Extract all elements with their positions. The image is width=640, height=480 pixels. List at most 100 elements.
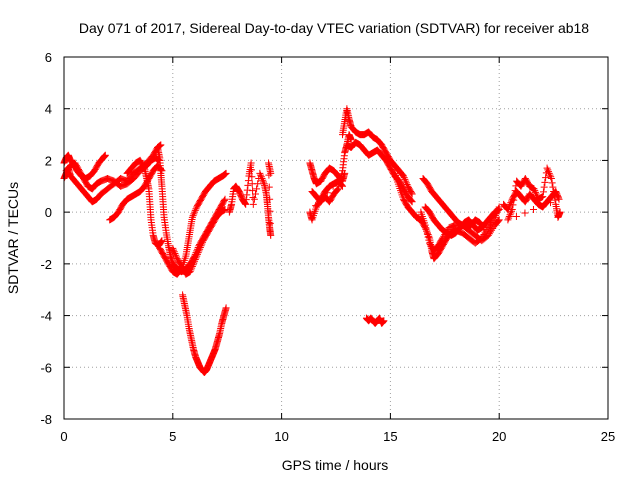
data-point-t	[510, 191, 518, 199]
data-point-t	[547, 175, 555, 183]
data-point-t	[542, 174, 550, 182]
data-point-h	[171, 250, 179, 258]
x-tick-labels: 0 5 10 15 20 25	[60, 429, 615, 444]
data-point-l	[333, 186, 341, 194]
data-point-h	[188, 262, 196, 270]
data-point-e	[158, 237, 166, 245]
data-point-j	[257, 173, 265, 181]
data-point-h	[170, 246, 178, 254]
y-tick-label: 2	[45, 153, 52, 168]
data-points	[60, 105, 564, 376]
x-tick-label: 10	[274, 429, 288, 444]
data-point-t	[541, 178, 549, 186]
data-point-h	[190, 259, 198, 267]
data-point-h	[198, 240, 206, 248]
data-point-j	[267, 169, 275, 177]
data-point-t	[549, 183, 557, 191]
data-point-e	[140, 163, 148, 171]
data-point-g	[222, 169, 230, 177]
data-point-q	[421, 221, 429, 229]
data-point-s	[380, 317, 388, 325]
x-tick-label: 0	[60, 429, 67, 444]
data-point-t	[539, 193, 547, 201]
data-point-j	[241, 199, 249, 207]
data-point-t	[521, 209, 529, 217]
data-point-q	[494, 218, 502, 226]
data-point-t	[551, 196, 559, 204]
data-point-j	[253, 185, 261, 193]
data-point-j	[249, 200, 257, 208]
data-point-j	[250, 195, 258, 203]
data-point-t	[550, 192, 558, 200]
data-point-t	[507, 209, 515, 217]
data-point-t	[548, 179, 556, 187]
data-point-j	[241, 200, 249, 208]
x-axis-label: GPS time / hours	[282, 457, 389, 473]
data-point-j	[234, 186, 242, 194]
data-point-t	[547, 199, 555, 207]
y-tick-label: -2	[40, 257, 52, 272]
data-point-j	[265, 171, 273, 179]
x-tick-label: 20	[492, 429, 506, 444]
data-point-t	[505, 204, 513, 212]
data-point-j	[266, 195, 274, 203]
data-point-t	[539, 188, 547, 196]
data-point-t	[555, 195, 563, 203]
data-point-q	[495, 216, 503, 224]
y-tick-label: 0	[45, 205, 52, 220]
data-point-j	[267, 231, 275, 239]
data-point-m	[401, 175, 409, 183]
data-point-h	[189, 261, 197, 269]
data-point-h	[191, 257, 199, 265]
data-point-h	[191, 256, 199, 264]
data-point-m	[402, 177, 410, 185]
data-point-m	[399, 172, 407, 180]
data-point-n	[407, 196, 415, 204]
data-point-h	[186, 268, 194, 276]
data-point-l	[336, 176, 344, 184]
data-point-h	[193, 252, 201, 260]
data-point-h	[196, 245, 204, 253]
x-tick-label: 15	[383, 429, 397, 444]
data-point-j	[243, 191, 251, 199]
data-point-n	[407, 197, 415, 205]
data-point-p	[495, 206, 503, 214]
data-point-t	[544, 166, 552, 174]
data-point-h	[170, 248, 178, 256]
data-point-j	[259, 176, 267, 184]
data-point-t	[505, 212, 513, 220]
chart-title: Day 071 of 2017, Sidereal Day-to-day VTE…	[79, 20, 589, 36]
data-point-h	[199, 238, 207, 246]
data-point-i	[222, 304, 230, 312]
data-point-h	[197, 242, 205, 250]
data-point-j	[257, 171, 265, 179]
axis-ticks	[63, 56, 609, 420]
x-tick-label: 5	[169, 429, 176, 444]
data-point-g	[192, 205, 200, 213]
y-tick-label: -6	[40, 360, 52, 375]
data-point-g	[190, 210, 198, 218]
data-point-j	[254, 180, 262, 188]
data-point-g	[191, 208, 199, 216]
data-point-l	[338, 170, 346, 178]
data-point-r	[479, 222, 487, 230]
y-tick-label: -8	[40, 412, 52, 427]
data-point-t	[506, 211, 514, 219]
data-point-m	[400, 174, 408, 182]
data-point-h	[172, 251, 180, 259]
y-tick-label: 6	[45, 50, 52, 65]
plot-frame	[63, 56, 609, 420]
data-point-j	[242, 200, 250, 208]
data-point-q	[423, 227, 431, 235]
data-point-l	[347, 136, 355, 144]
data-point-t	[505, 202, 513, 210]
data-point-j	[249, 187, 257, 195]
data-point-j	[259, 178, 267, 186]
data-point-h	[193, 250, 201, 258]
data-point-g	[189, 212, 197, 220]
data-point-t	[509, 201, 517, 209]
data-point-j	[247, 166, 255, 174]
data-point-e	[157, 238, 165, 246]
data-point-j	[247, 159, 255, 167]
y-tick-label: 4	[45, 102, 52, 117]
